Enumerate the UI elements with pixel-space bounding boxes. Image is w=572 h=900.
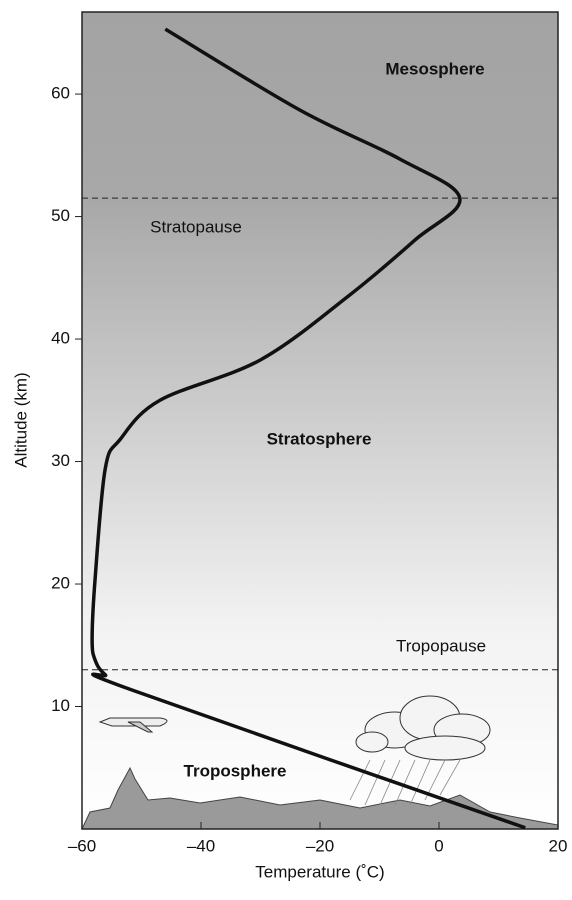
x-tick-label: –60 <box>68 836 96 855</box>
x-tick-label: –20 <box>306 836 334 855</box>
x-tick-label: 20 <box>549 836 568 855</box>
plot-background <box>82 12 558 829</box>
y-tick-label: 50 <box>51 206 70 225</box>
y-tick-label: 30 <box>51 451 70 470</box>
page: Temperature (˚C) Altitude (km) 10 20 30 40 5… <box>0 0 572 900</box>
y-tick-label: 20 <box>51 574 70 593</box>
x-tick-label: –40 <box>187 836 215 855</box>
y-tick-label: 10 <box>51 696 70 715</box>
chart: Temperature (˚C) Altitude (km) 10 20 30 40 5… <box>0 0 572 895</box>
annotation: Troposphere <box>184 761 287 780</box>
x-tick-label: 0 <box>434 836 443 855</box>
y-axis-label: Altitude (km) <box>11 372 30 467</box>
annotation: Tropopause <box>396 636 486 655</box>
x-axis-label: Temperature (˚C) <box>255 862 384 881</box>
annotation: Mesosphere <box>385 59 484 78</box>
annotation: Stratopause <box>150 217 242 236</box>
y-tick-label: 40 <box>51 329 70 348</box>
annotation: Stratosphere <box>267 429 372 448</box>
y-tick-label: 60 <box>51 84 70 103</box>
